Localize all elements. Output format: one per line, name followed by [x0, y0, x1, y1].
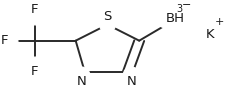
- Text: F: F: [31, 3, 38, 16]
- Text: +: +: [214, 17, 224, 27]
- Text: 3: 3: [175, 4, 181, 14]
- Text: F: F: [31, 65, 38, 78]
- Text: BH: BH: [165, 12, 183, 26]
- Text: S: S: [103, 10, 111, 23]
- Text: F: F: [1, 34, 9, 47]
- Text: K: K: [204, 28, 213, 41]
- Text: N: N: [76, 75, 86, 88]
- Text: −: −: [181, 1, 190, 11]
- Text: N: N: [126, 75, 136, 88]
